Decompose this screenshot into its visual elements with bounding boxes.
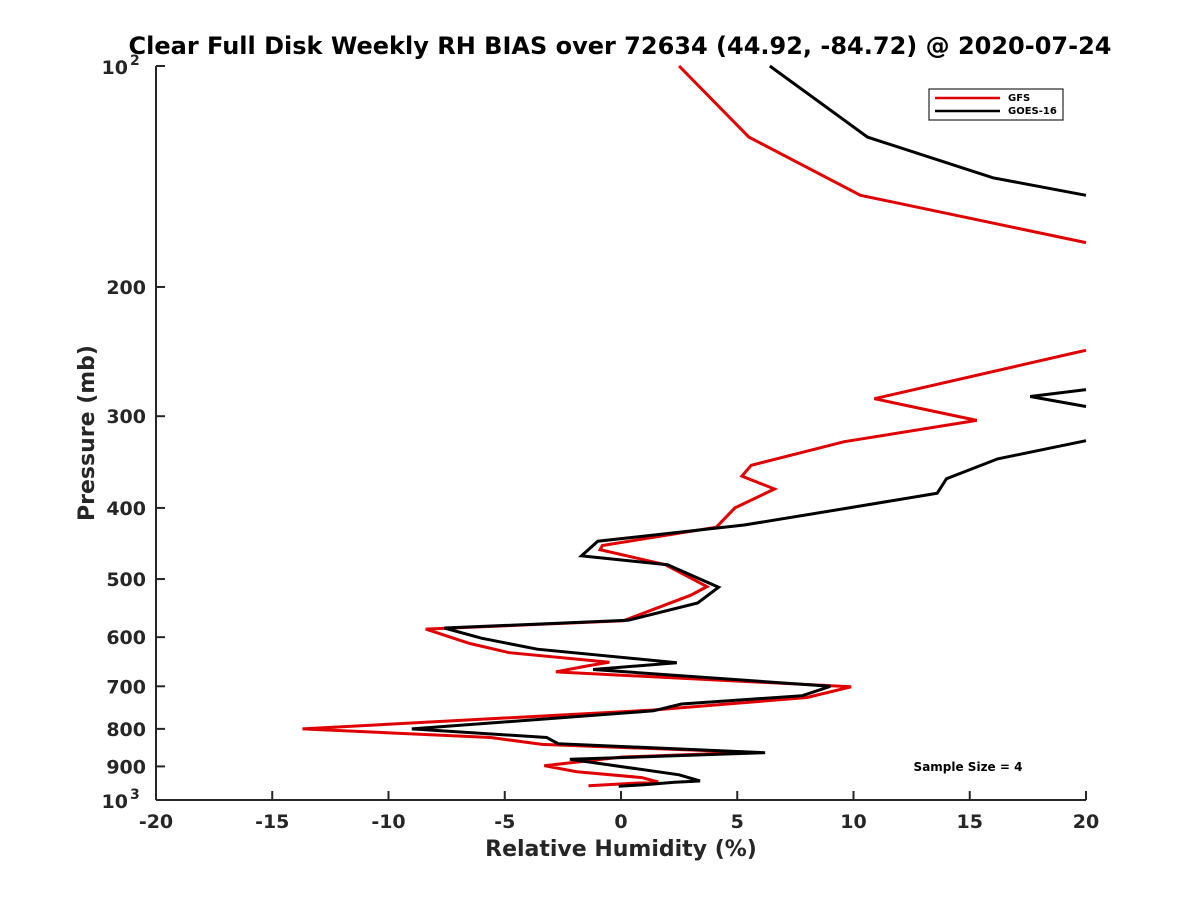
axes-box (156, 66, 1086, 800)
y-tick-label: 500 (106, 569, 146, 591)
x-tick-label: -20 (139, 811, 173, 833)
y-tick-label: 400 (106, 498, 146, 520)
x-tick-label: -5 (494, 811, 515, 833)
x-tick-label: 20 (1073, 811, 1099, 833)
series-layer (302, 64, 1087, 788)
x-tick-label: 15 (957, 811, 983, 833)
x-axis-label: Relative Humidity (%) (485, 837, 757, 862)
series-line-goes16 (1029, 388, 1087, 408)
series-line-goes16 (411, 439, 1087, 788)
y-tick-label: 900 (106, 756, 146, 778)
y-axis-label: Pressure (mb) (75, 345, 100, 521)
series-line-goes16 (768, 64, 1087, 197)
series-line-gfs (678, 64, 1087, 245)
y-tick-label: 800 (106, 719, 146, 741)
legend-label-gfs: GFS (1008, 93, 1030, 104)
legend: GFS GOES-16 (928, 88, 1064, 121)
y-tick-label: 10 (102, 57, 128, 79)
x-tick-label: -15 (255, 811, 289, 833)
x-tick-label: 0 (614, 811, 627, 833)
y-tick-label: 10 (102, 791, 128, 813)
legend-box (928, 88, 1064, 121)
y-tick-superscript: 2 (130, 53, 140, 69)
y-tick-label: 700 (106, 676, 146, 698)
y-tick-label: 600 (106, 627, 146, 649)
x-tick-label: -10 (371, 811, 405, 833)
chart-title: Clear Full Disk Weekly RH BIAS over 7263… (129, 32, 1112, 60)
legend-label-goes16: GOES-16 (1008, 106, 1057, 117)
y-tick-label: 200 (106, 277, 146, 299)
y-tick-superscript: 3 (130, 787, 140, 803)
y-tick-label: 300 (106, 406, 146, 428)
x-tick-label: 5 (731, 811, 744, 833)
plot-area (155, 64, 1087, 801)
x-tick-label: 10 (840, 811, 866, 833)
x-ticks: -20 -15 -10 -5 0 5 10 15 20 (139, 791, 1099, 833)
sample-size-annotation: Sample Size = 4 (914, 760, 1023, 774)
